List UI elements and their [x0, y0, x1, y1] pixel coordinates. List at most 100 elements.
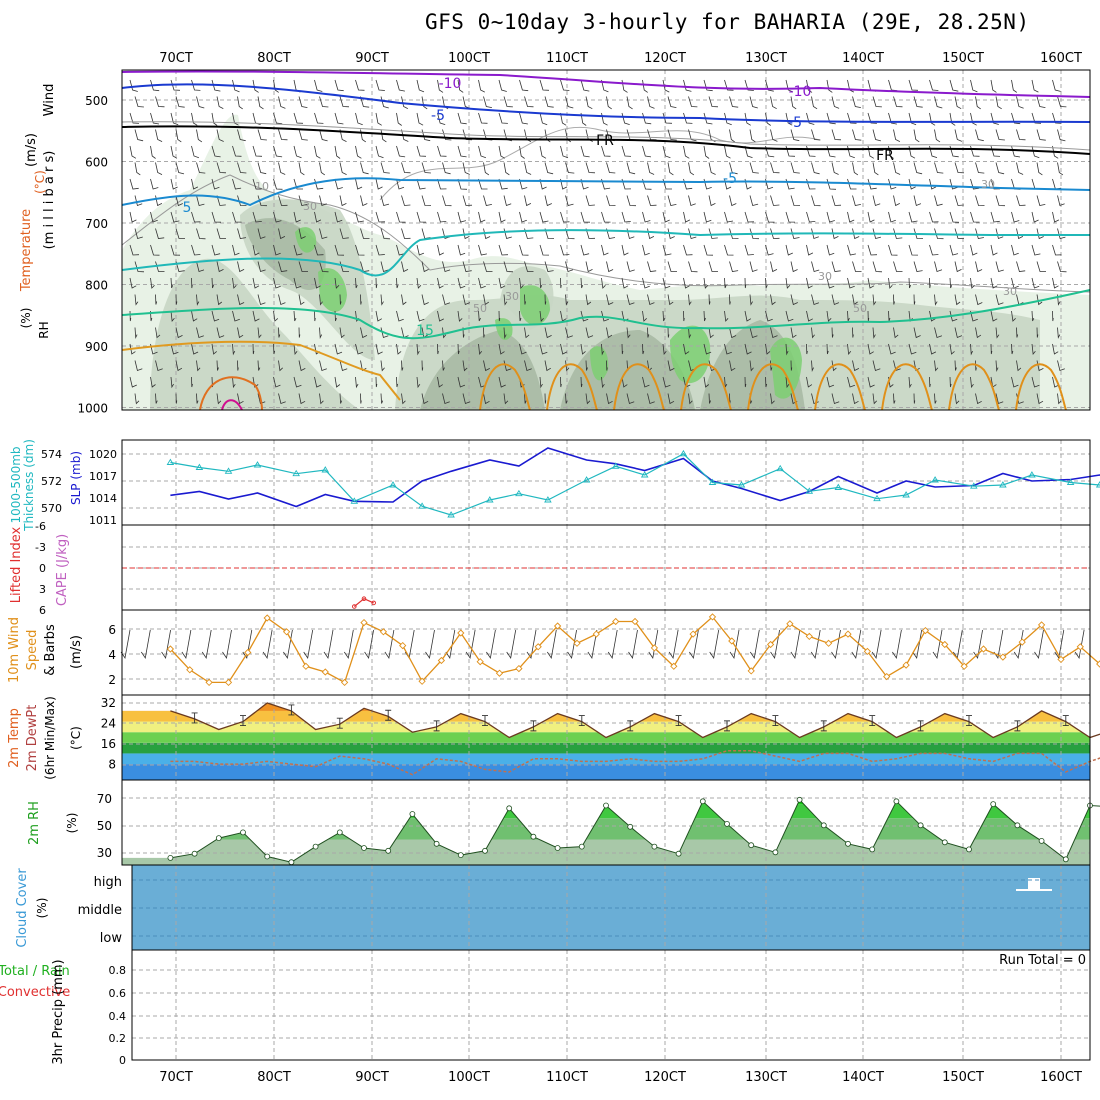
li-tick: 6 [39, 604, 46, 617]
wind-barb [380, 162, 390, 174]
wind-barb [298, 162, 305, 176]
wind-barb [683, 244, 693, 256]
wind-speed-marker [379, 628, 388, 636]
wind-barb [765, 310, 773, 322]
wind-barb [621, 244, 629, 256]
rh-marker [796, 796, 803, 803]
wind-barb [847, 310, 850, 322]
wind-barb [934, 360, 939, 372]
wind-barb [155, 327, 161, 339]
wind-barb [375, 79, 385, 91]
thickness-marker [999, 481, 1007, 488]
wind-barb [790, 261, 798, 273]
x-tick-bottom: 80CT [257, 1070, 291, 1085]
wind-barb [662, 79, 670, 93]
wind-barb [1031, 277, 1040, 289]
wind-barb [790, 162, 800, 174]
wind-barb [1031, 79, 1039, 93]
temperature-axis-label: Temperature [19, 209, 34, 292]
wind-barb [442, 360, 445, 371]
wind-barb [416, 277, 422, 289]
wind-barb [1052, 310, 1054, 322]
wind-barb [360, 195, 368, 207]
wind-barb [826, 310, 832, 322]
wind-barb [273, 211, 282, 223]
wind-barb [580, 376, 583, 388]
wind-barb [170, 145, 178, 159]
wind-barb [790, 96, 797, 110]
wind-barb [990, 277, 998, 289]
rh-marker [312, 843, 319, 850]
wind-barb [457, 145, 467, 158]
wind-barb [667, 195, 677, 206]
wind-barb [790, 360, 793, 371]
wind-barb [519, 343, 527, 355]
wind-barb-10m [323, 629, 334, 660]
wind-barb [155, 129, 163, 142]
wind-barb [852, 195, 861, 206]
wind-barb [683, 145, 690, 159]
thickness-marker [737, 481, 746, 488]
wind-barb [954, 228, 965, 239]
wind-barb [544, 393, 547, 404]
wind-barb [150, 211, 158, 223]
wind-barb [703, 112, 713, 125]
wind-barb [580, 112, 587, 126]
wind-barb [749, 261, 758, 273]
wind-speed-marker [921, 626, 930, 635]
wind-barb [483, 327, 485, 338]
wind-barb [970, 79, 978, 93]
rh-shading-mid [395, 295, 1040, 410]
wind-barb [319, 360, 327, 372]
wind-barb [642, 277, 650, 289]
wind-barb [601, 310, 609, 322]
wind-barb [416, 244, 425, 256]
wind-barb [134, 162, 141, 176]
wind-speed-marker [883, 672, 891, 681]
wind-barb [606, 393, 613, 405]
wind-barb [442, 261, 451, 273]
temp-label-3: (6hr Min/Max) [43, 696, 57, 780]
wind-barb [129, 112, 140, 124]
wind-barb [278, 162, 286, 175]
wind-barb [990, 112, 999, 125]
wind-barb [437, 244, 444, 256]
wind-barb [1016, 195, 1026, 206]
wind-barb [683, 310, 685, 322]
temp-minmax-bar [820, 720, 827, 732]
wind-barb [1052, 244, 1062, 256]
wind-barb [831, 96, 840, 109]
wind-barb [688, 393, 693, 405]
wind-barb [170, 310, 175, 322]
wind-barb [703, 343, 712, 355]
wind-barb [852, 294, 858, 306]
wind-barb [196, 96, 205, 109]
wind-speed-marker [1018, 638, 1026, 646]
wind-barb-10m [445, 629, 456, 660]
wind-barb [1031, 145, 1040, 159]
wind-barb [1036, 129, 1046, 141]
wind-barb [293, 277, 302, 289]
wind-barb [826, 376, 835, 388]
wind-barb [1052, 343, 1059, 355]
wind-barb [688, 294, 692, 306]
wind-barb [954, 96, 962, 110]
wind-barb [585, 96, 593, 110]
contour-label: 5 [183, 200, 192, 216]
rh-marker [385, 847, 392, 854]
temp-minmax-bar [240, 715, 246, 727]
wind-barb [831, 327, 834, 338]
wind-barb [273, 376, 281, 388]
temp-minmax-bar [966, 715, 972, 727]
wind-barb [191, 211, 201, 223]
wind-speed-marker [399, 641, 407, 650]
wind-barb [724, 145, 731, 159]
wind-barb [585, 228, 596, 239]
wind-barb [293, 244, 303, 256]
wind-barb [150, 244, 160, 256]
wind-barb [1011, 310, 1016, 322]
thickness-marker [873, 494, 881, 502]
wind-barb [929, 178, 937, 190]
wind-barb [929, 244, 939, 256]
